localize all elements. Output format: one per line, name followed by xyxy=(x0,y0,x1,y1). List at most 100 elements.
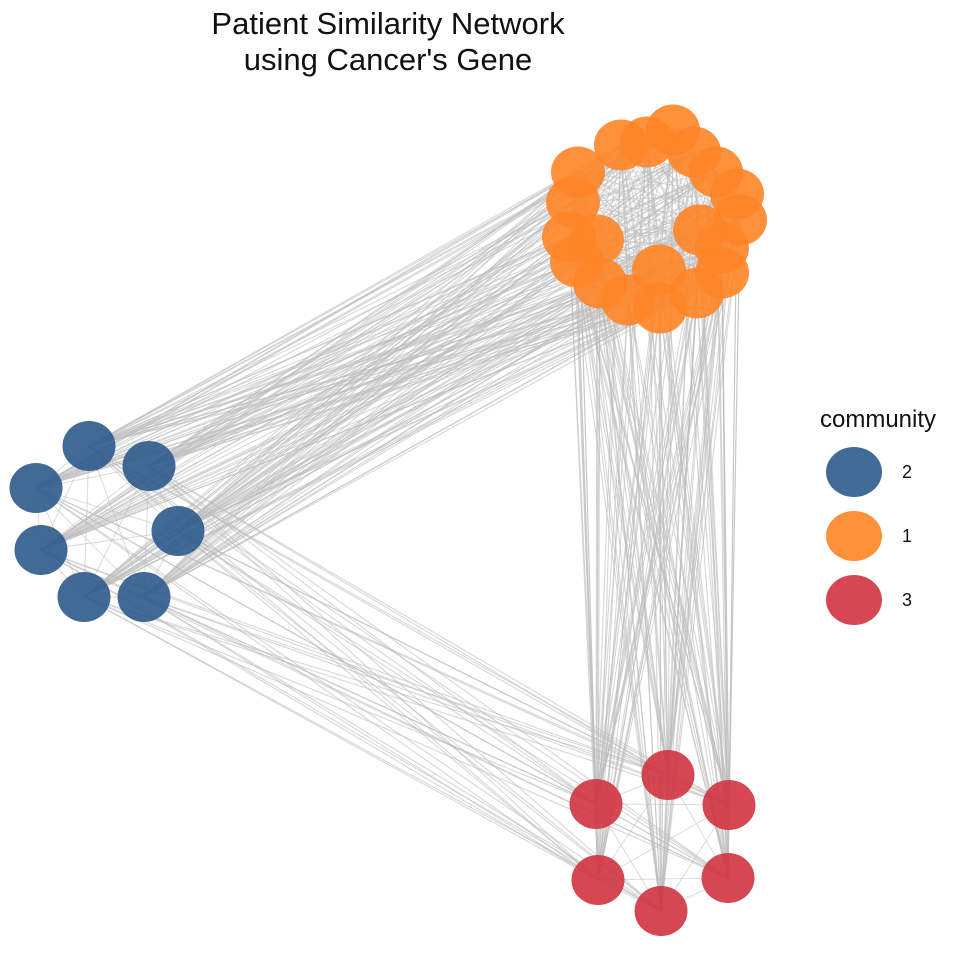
edge-layer xyxy=(35,129,741,912)
legend: community 2 1 3 xyxy=(818,400,978,632)
network-edge xyxy=(627,299,669,776)
network-edge xyxy=(576,261,729,879)
network-node-community-3 xyxy=(634,886,688,936)
network-edge xyxy=(595,299,629,805)
chart-title-line-2: using Cancer's Gene xyxy=(243,42,533,77)
network-node-community-1 xyxy=(673,204,727,256)
network-node-community-1 xyxy=(620,116,674,168)
network-edge xyxy=(658,269,730,806)
network-edge xyxy=(596,239,729,879)
network-edge xyxy=(595,141,648,805)
network-edge xyxy=(143,596,597,805)
network-edge xyxy=(148,465,597,805)
network-node-community-2 xyxy=(117,572,171,622)
network-edge xyxy=(143,596,729,879)
network-edge xyxy=(143,596,599,881)
node-layer xyxy=(9,104,767,936)
network-node-community-2 xyxy=(151,506,205,556)
network-edge xyxy=(143,282,601,598)
network-node-community-1 xyxy=(570,214,624,266)
network-edge xyxy=(576,261,662,912)
network-edge xyxy=(40,171,579,551)
legend-title: community xyxy=(820,406,937,433)
network-edge xyxy=(143,299,629,598)
network-edge xyxy=(143,171,579,598)
network-edge xyxy=(148,465,669,776)
network-edge xyxy=(568,236,662,912)
network-node-community-3 xyxy=(702,780,756,830)
network-edge xyxy=(177,530,729,879)
network-edge xyxy=(596,239,662,912)
network-edge xyxy=(568,236,599,881)
legend-item-community-3: 3 xyxy=(818,568,978,632)
network-edge xyxy=(35,171,579,489)
network-edge xyxy=(148,307,661,467)
network-edge xyxy=(596,239,730,806)
network-node-community-2 xyxy=(57,572,111,622)
network-edge xyxy=(40,282,601,551)
network-edge xyxy=(143,261,578,598)
network-edge xyxy=(143,596,662,912)
legend-item-community-1: 1 xyxy=(818,504,978,568)
network-edge xyxy=(40,236,570,551)
network-edge xyxy=(35,487,599,881)
network-edge xyxy=(595,307,661,805)
network-edge xyxy=(35,201,574,489)
network-edge xyxy=(88,445,597,805)
network-edge xyxy=(659,307,669,776)
network-node-community-3 xyxy=(641,750,695,800)
chart-title: Patient Similarity Network using Cancer'… xyxy=(0,6,776,78)
network-edge xyxy=(148,465,662,912)
network-edge xyxy=(83,596,662,912)
network-node-community-2 xyxy=(62,421,116,471)
network-edge xyxy=(595,247,723,805)
network-edge xyxy=(659,307,730,806)
network-edge xyxy=(88,269,660,447)
network-edge xyxy=(88,445,669,776)
network-edge xyxy=(727,219,741,879)
network-edge xyxy=(35,487,662,912)
network-edge xyxy=(596,239,669,776)
network-edge xyxy=(177,530,599,881)
network-edge xyxy=(667,272,723,776)
legend-label-community-2: 2 xyxy=(902,461,913,482)
network-edge xyxy=(576,261,730,806)
network-node-community-2 xyxy=(122,441,176,491)
legend-swatch-community-2 xyxy=(826,447,882,497)
legend-item-community-2: 2 xyxy=(818,440,978,504)
network-node-community-1 xyxy=(633,282,687,334)
network-edge xyxy=(177,530,662,912)
network-edge xyxy=(699,229,730,806)
network-edge xyxy=(35,487,730,806)
network-edge xyxy=(595,292,698,805)
network-edge xyxy=(659,307,662,912)
network-edge xyxy=(148,465,730,806)
network-edge xyxy=(597,229,701,881)
network-edge xyxy=(177,530,730,806)
network-edge xyxy=(627,299,730,806)
legend-label-community-1: 1 xyxy=(902,525,913,546)
network-edge xyxy=(35,261,578,489)
network-edge xyxy=(83,596,730,806)
network-edge xyxy=(143,596,669,776)
network-node-community-2 xyxy=(9,463,63,513)
network-edge xyxy=(83,596,729,879)
network-edge xyxy=(177,171,579,532)
network-edge xyxy=(143,236,570,598)
network-edge xyxy=(596,239,599,881)
network-edge xyxy=(40,261,578,551)
network-edge xyxy=(83,596,597,805)
network-edge xyxy=(177,530,597,805)
legend-swatch-community-1 xyxy=(826,511,882,561)
network-edge xyxy=(660,272,723,912)
network-node-community-3 xyxy=(569,779,623,829)
network-node-community-3 xyxy=(571,855,625,905)
network-edge xyxy=(696,292,730,806)
chart-title-line-1: Patient Similarity Network xyxy=(211,6,565,41)
network-edge xyxy=(143,596,730,806)
network-edge xyxy=(658,269,729,879)
network-edge xyxy=(572,201,729,879)
network-edge xyxy=(597,292,698,881)
legend-label-community-3: 3 xyxy=(902,589,913,610)
